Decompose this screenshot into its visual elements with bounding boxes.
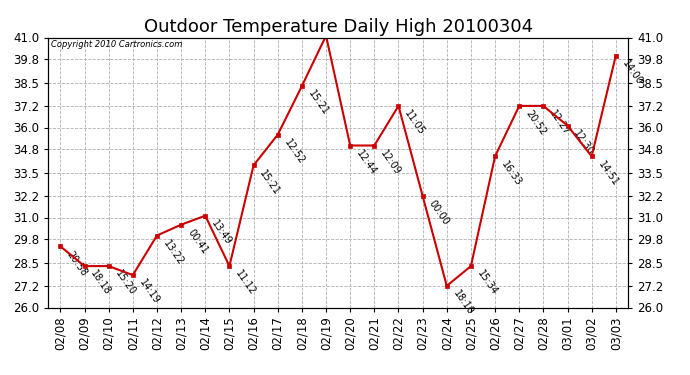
Text: 18:18: 18:18 (89, 269, 112, 297)
Text: 13:22: 13:22 (161, 238, 186, 267)
Text: 13:21: 13:21 (0, 374, 1, 375)
Text: 13:49: 13:49 (210, 219, 233, 247)
Text: 14:51: 14:51 (596, 159, 620, 188)
Title: Outdoor Temperature Daily High 20100304: Outdoor Temperature Daily High 20100304 (144, 18, 533, 36)
Text: 11:12: 11:12 (234, 269, 258, 297)
Text: 12:09: 12:09 (379, 148, 403, 177)
Text: 00:00: 00:00 (427, 199, 451, 227)
Text: 12:44: 12:44 (355, 148, 379, 177)
Text: 00:41: 00:41 (186, 228, 209, 256)
Text: 12:52: 12:52 (282, 138, 306, 166)
Text: 11:05: 11:05 (403, 109, 427, 137)
Text: 20:52: 20:52 (524, 109, 548, 138)
Text: 15:21: 15:21 (306, 89, 331, 117)
Text: 12:30: 12:30 (572, 129, 596, 157)
Text: 15:21: 15:21 (258, 168, 282, 197)
Text: 14:19: 14:19 (137, 278, 161, 306)
Text: 15:20: 15:20 (113, 269, 137, 297)
Text: 14:00: 14:00 (620, 58, 644, 87)
Text: 15:34: 15:34 (475, 269, 500, 297)
Text: 18:10: 18:10 (451, 289, 475, 317)
Text: 20:58: 20:58 (65, 249, 89, 278)
Text: 12:27: 12:27 (548, 109, 572, 138)
Text: 16:33: 16:33 (500, 159, 523, 188)
Text: Copyright 2010 Cartronics.com: Copyright 2010 Cartronics.com (51, 40, 183, 49)
